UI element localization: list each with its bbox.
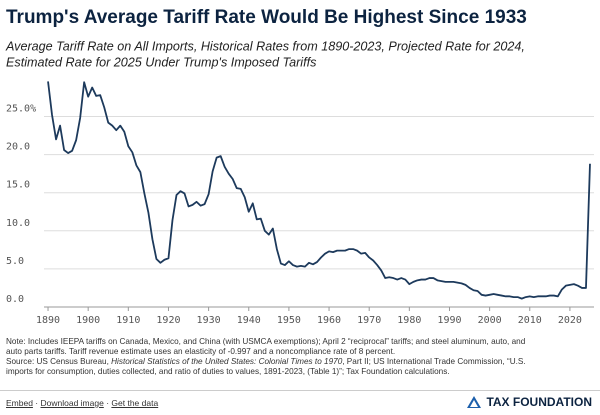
x-tick-label: 1950 [277, 315, 301, 326]
y-tick-label: 25.0% [6, 104, 36, 115]
brand: TAX FOUNDATION [466, 395, 592, 409]
subtitle: Average Tariff Rate on All Imports, Hist… [5, 39, 525, 53]
chart: Trump's Average Tariff Rate Would Be Hig… [5, 7, 594, 326]
brand-logo [467, 396, 482, 408]
source-text: imports for consumption, duties collecte… [6, 367, 450, 376]
source-title: Historical Statistics of the United Stat… [111, 357, 343, 366]
chart-title: Trump's Average Tariff Rate Would Be Hig… [6, 7, 527, 28]
y-tick-label: 0.0 [6, 294, 24, 305]
separator [0, 390, 600, 391]
x-tick-label: 1940 [237, 315, 261, 326]
x-tick-label: 1980 [397, 315, 421, 326]
x-tick-label: 1890 [36, 315, 60, 326]
source-text: , Part II; US International Trade Commis… [342, 357, 526, 366]
link[interactable]: Embed [6, 398, 33, 408]
note: Note: Includes IEEPA tariffs on Canada, … [6, 337, 525, 347]
link[interactable]: Download image [40, 398, 104, 408]
links: Embed · Download image · Get the data [6, 398, 159, 408]
y-tick-label: 15.0 [6, 180, 30, 191]
y-tick-label: 10.0 [6, 218, 30, 229]
x-tick-label: 2010 [518, 315, 542, 326]
x-tick-label: 1990 [437, 315, 461, 326]
x-tick-label: 1960 [317, 315, 341, 326]
source: imports for consumption, duties collecte… [6, 367, 450, 377]
line-series [47, 81, 591, 300]
source-text: Source: US Census Bureau, [6, 357, 112, 366]
x-tick-label: 2000 [478, 315, 502, 326]
subtitle: Estimated Rate for 2025 Under Trump's Im… [6, 55, 317, 69]
note-line: Note: Includes IEEPA tariffs on Canada, … [6, 337, 526, 346]
link[interactable]: Get the data [111, 398, 159, 408]
x-tick-label: 1900 [76, 315, 100, 326]
x-tick-label: 1910 [116, 315, 140, 326]
note-line: auto parts tariffs. Tariff revenue estim… [6, 347, 396, 356]
brand-name: TAX FOUNDATION [486, 395, 592, 409]
y-tick-label: 20.0 [6, 142, 30, 153]
x-tick-label: 1970 [357, 315, 381, 326]
x-tick-label: 1920 [156, 315, 180, 326]
y-tick-label: 5.0 [6, 256, 24, 267]
source: Source: US Census Bureau, Historical Sta… [6, 357, 526, 367]
x-tick-label: 1930 [197, 315, 221, 326]
x-tick-label: 2020 [558, 315, 582, 326]
note: auto parts tariffs. Tariff revenue estim… [6, 347, 395, 357]
